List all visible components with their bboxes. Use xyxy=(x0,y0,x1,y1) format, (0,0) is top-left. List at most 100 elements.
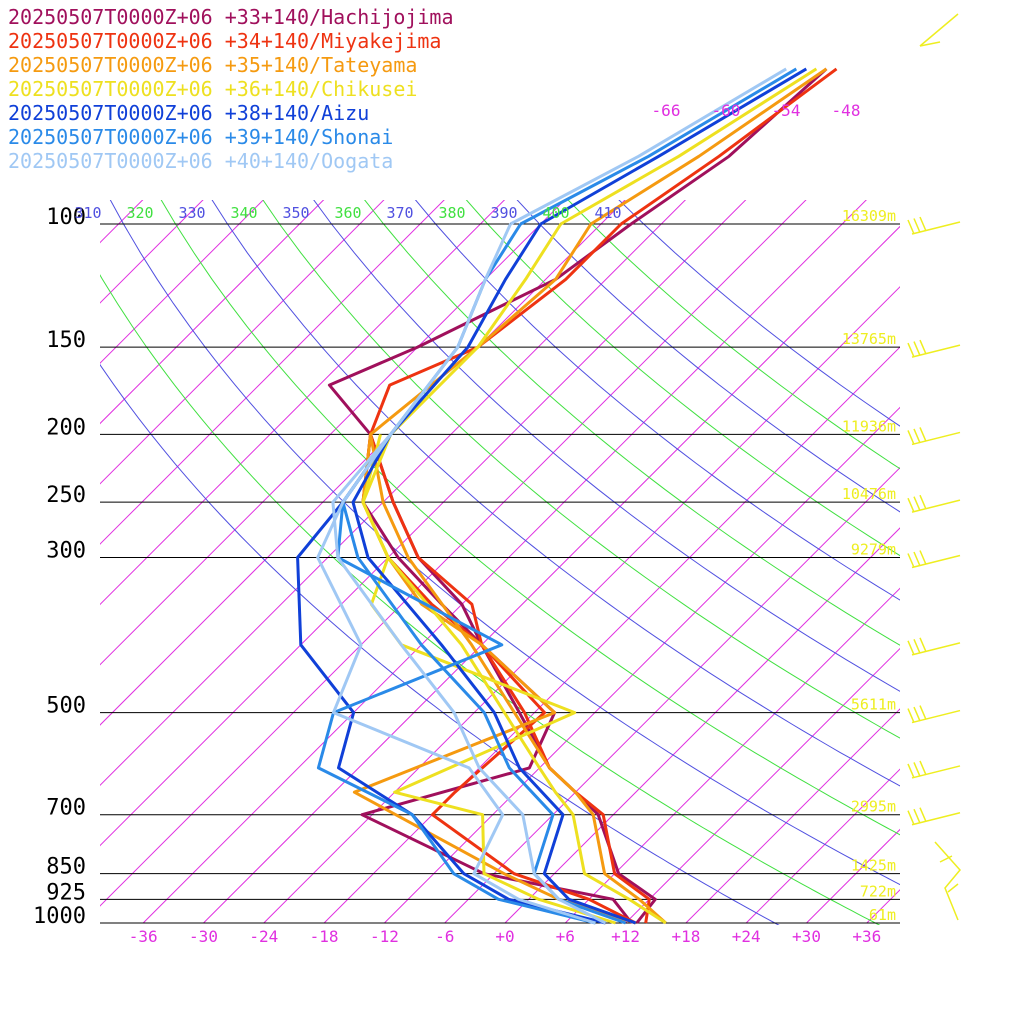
temperature-tick: +36 xyxy=(852,927,881,946)
wind-barb-feather xyxy=(913,218,921,233)
height-label: 10476m xyxy=(842,485,896,503)
height-label: 16309m xyxy=(842,207,896,225)
pressure-label: 300 xyxy=(46,539,86,564)
temperature-profile-upper xyxy=(560,67,818,226)
theta-line xyxy=(364,200,900,646)
legend-entry: 20250507T0000Z+06 +36+140/Chikusei xyxy=(8,77,417,101)
wind-barb-feather xyxy=(919,550,927,565)
dewpoint-profile xyxy=(316,433,596,925)
isotherm-line xyxy=(142,200,867,924)
theta-line xyxy=(262,200,900,739)
height-label: 13765m xyxy=(842,330,896,348)
temperature-profile xyxy=(369,222,651,924)
isotherm-line xyxy=(100,200,445,545)
temperature-profile-upper xyxy=(630,67,828,226)
temperature-profile-upper xyxy=(519,67,798,226)
pressure-label: 150 xyxy=(46,328,86,353)
theta-line xyxy=(100,363,780,925)
theta-line xyxy=(211,200,900,787)
height-label: 9279m xyxy=(851,541,896,559)
dewpoint-profile xyxy=(296,433,606,925)
pressure-label: 700 xyxy=(46,796,86,821)
wind-barb xyxy=(934,841,961,921)
isotherm-label: -66 xyxy=(652,101,681,120)
theta-label: 360 xyxy=(334,204,361,222)
isotherm-line xyxy=(100,200,264,364)
temperature-tick: +12 xyxy=(611,927,640,946)
wind-barb-feather xyxy=(913,762,921,777)
isotherm-line xyxy=(987,123,1024,923)
legend-entry: 20250507T0000Z+06 +35+140/Tateyama xyxy=(8,53,417,77)
theta-label: 390 xyxy=(490,204,517,222)
pressure-label: 250 xyxy=(46,483,86,508)
isotherm-line xyxy=(100,200,325,425)
pressure-label: 500 xyxy=(46,694,86,719)
temperature-tick: -18 xyxy=(310,927,339,946)
isotherm-line xyxy=(444,466,900,924)
pressure-label: 850 xyxy=(46,855,86,880)
height-label: 5611m xyxy=(851,696,896,714)
wind-barb-feather xyxy=(907,763,915,779)
legend-entry: 20250507T0000Z+06 +39+140/Shonai xyxy=(8,125,393,149)
temperature-tick: -24 xyxy=(249,927,278,946)
theta-line xyxy=(100,274,881,925)
theta-line xyxy=(465,200,900,557)
temperature-profile-upper xyxy=(590,67,828,226)
temperature-tick: +6 xyxy=(556,927,575,946)
wind-barb-feather xyxy=(919,427,927,442)
legend-entry: 20250507T0000Z+06 +40+140/Oogata xyxy=(8,149,393,173)
wind-barb-feather xyxy=(913,706,921,722)
pressure-label: 1000 xyxy=(33,904,86,929)
wind-barb-feather xyxy=(919,494,927,510)
height-label: 61m xyxy=(869,906,896,924)
theta-line xyxy=(567,200,900,470)
wind-barb-feather xyxy=(913,551,921,567)
theta-line xyxy=(313,200,900,692)
height-label: 2995m xyxy=(851,798,896,816)
wind-barb-feather xyxy=(919,807,927,823)
legend: 20250507T0000Z+06 +33+140/Hachijojima202… xyxy=(8,5,454,173)
height-label: 11936m xyxy=(842,417,896,435)
pressure-label: 925 xyxy=(46,880,86,905)
wind-barb-feather xyxy=(907,640,915,656)
wind-barb-feather xyxy=(913,808,921,824)
temperature-tick: +24 xyxy=(732,927,761,946)
isotherm-line xyxy=(100,200,144,244)
temperature-profile xyxy=(331,223,607,925)
temperature-profile xyxy=(341,223,627,925)
temperature-profile-upper xyxy=(620,67,838,226)
isotherm-line xyxy=(927,123,1024,923)
isobar-grid xyxy=(100,223,900,924)
temperature-profile-upper xyxy=(509,67,787,226)
temperature-tick: -6 xyxy=(435,927,454,946)
temperature-profile xyxy=(361,223,667,925)
temperature-profile xyxy=(369,223,667,925)
isotherm-line xyxy=(100,200,747,847)
isotherm-line xyxy=(504,527,900,924)
height-label: 722m xyxy=(860,882,896,900)
temperature-profile xyxy=(351,223,637,925)
wind-barb-feather xyxy=(907,810,915,826)
wind-barb-feather xyxy=(907,219,915,235)
wind-barb-feather xyxy=(907,553,915,568)
legend-entry: 20250507T0000Z+06 +38+140/Aizu xyxy=(8,101,369,125)
isotherm-label: -54 xyxy=(772,101,801,120)
temperature-tick: +30 xyxy=(792,927,821,946)
isotherm-line xyxy=(625,647,900,924)
isotherm-line xyxy=(100,200,204,304)
isotherm-label: -48 xyxy=(832,101,861,120)
wind-barb-feather xyxy=(907,497,915,513)
wind-barb-feather xyxy=(913,428,921,444)
wind-barb-feather xyxy=(907,430,915,445)
wind-barbs xyxy=(907,13,961,921)
wind-barb-feather xyxy=(919,637,927,653)
wind-barb-feather xyxy=(907,708,915,723)
isotherm-line xyxy=(100,200,566,666)
isotherm-line xyxy=(806,828,900,924)
isotherm-line xyxy=(100,200,626,726)
legend-entry: 20250507T0000Z+06 +34+140/Miyakejima xyxy=(8,29,441,53)
wind-barb-feather xyxy=(913,639,921,654)
isotherm-line xyxy=(745,768,900,924)
